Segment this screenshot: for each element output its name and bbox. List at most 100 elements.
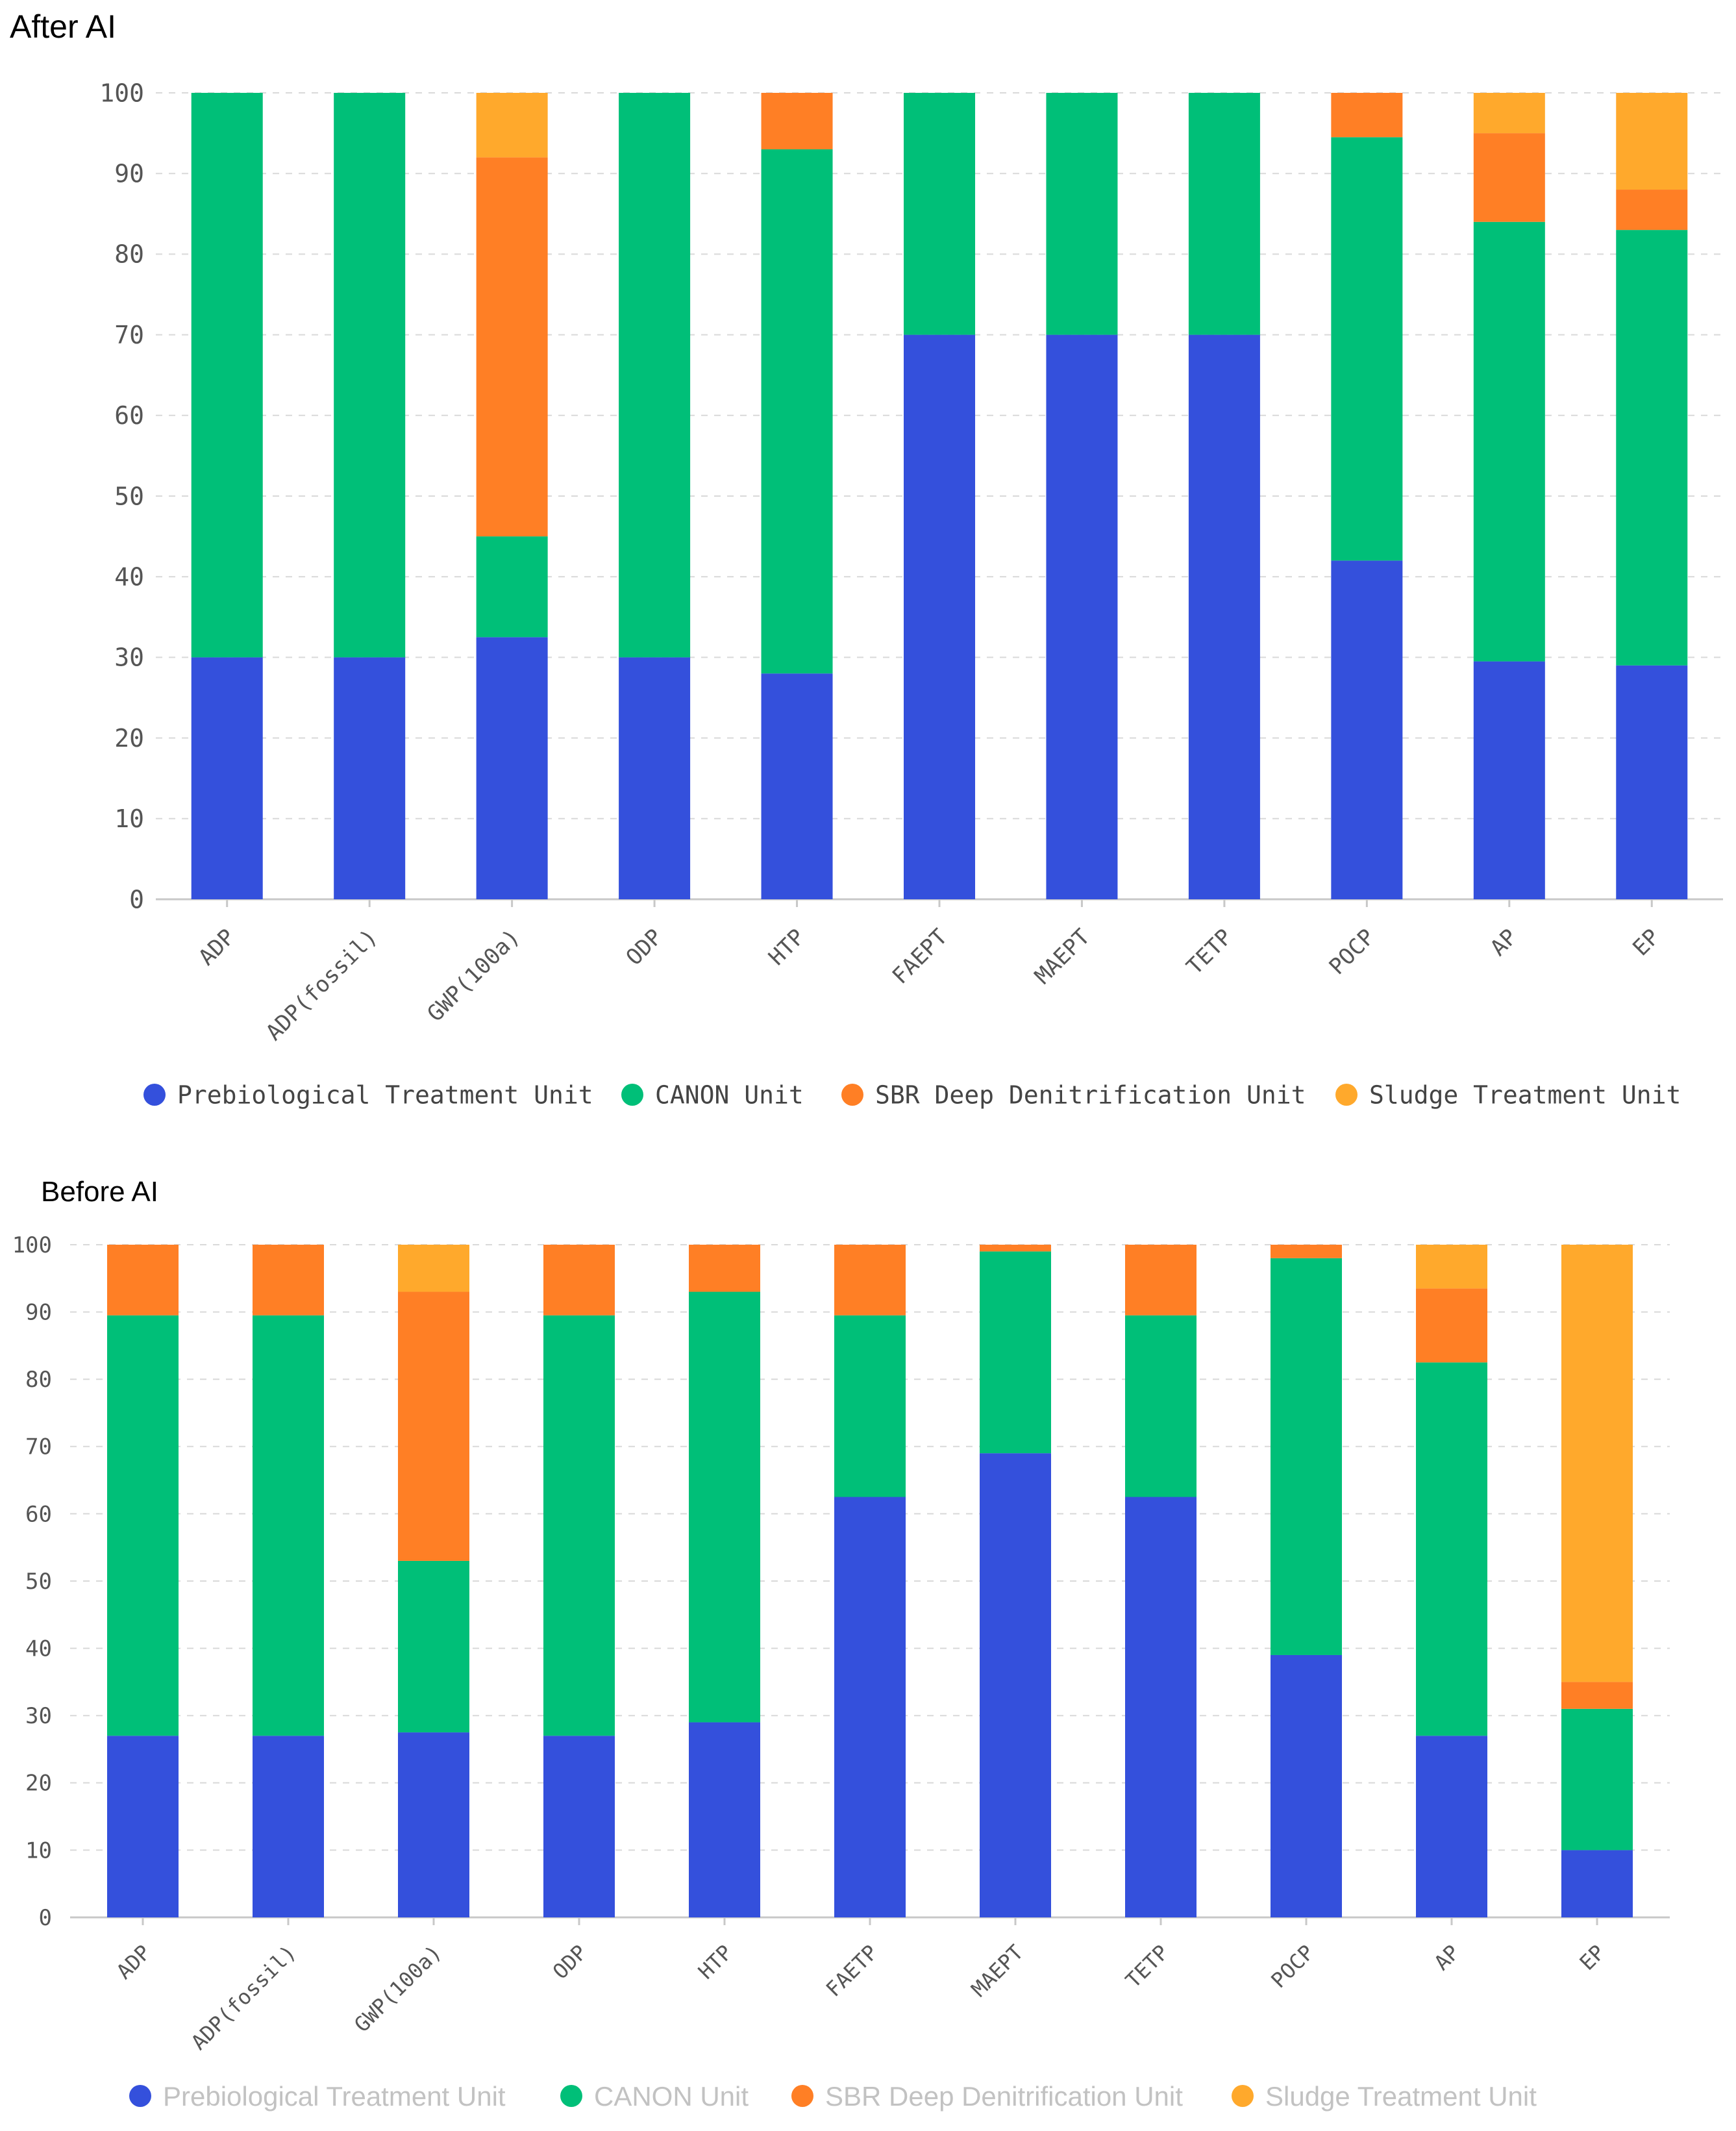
y-tick-label: 40 [114,563,144,592]
bar-segment [107,1245,179,1315]
bar-segment [1416,1245,1487,1289]
bar-segment [1561,1850,1633,1917]
bar-segment [398,1291,469,1561]
x-tick-label: ADP [193,924,240,971]
y-tick-label: 30 [25,1703,52,1729]
legend-marker [791,2085,813,2107]
y-tick-label: 50 [114,482,144,510]
y-tick-label: 90 [25,1300,52,1326]
bar-segment [476,93,548,158]
bar-segment [253,1245,324,1315]
y-tick-label: 70 [114,321,144,349]
x-tick-label: FAEPT [887,924,953,990]
bar-segment [1416,1736,1487,1917]
bar-segment [1473,221,1545,662]
legend-label: Sludge Treatment Unit [1265,2081,1537,2112]
y-tick-label: 20 [25,1771,52,1797]
bar-segment [1616,230,1688,666]
chart-1: Before AI 0 10 20 30 40 50 60 70 80 90 100 ADP ADP(fo… [12,1176,1670,2112]
bar-segment [543,1736,615,1917]
bar-segment [1416,1288,1487,1363]
bar-segment [619,657,691,899]
legend-marker [621,1084,643,1106]
bar-segment [1416,1362,1487,1736]
bar-segment [1125,1497,1197,1917]
legend-marker [1335,1084,1358,1106]
x-tick-label: ADP [112,1940,156,1984]
y-tick-label: 70 [25,1434,52,1460]
bar-segment [1046,93,1118,335]
bar-segment [834,1315,906,1497]
y-tick-label: 80 [114,240,144,269]
bar-segment [689,1291,760,1723]
x-tick-label: HTP [693,1940,738,1984]
x-tick-label: ODP [621,924,668,971]
legend-label: Prebiological Treatment Unit [177,1081,593,1110]
x-tick-label: GWP(100a) [349,1940,446,2037]
y-tick-label: 10 [114,804,144,833]
x-tick-label: ADP(fossil) [186,1940,301,2055]
y-tick-label: 60 [25,1501,52,1527]
bar-segment [398,1560,469,1733]
y-tick-label: 20 [114,724,144,753]
bar-segment [1331,93,1403,138]
x-tick-label: POCP [1324,924,1380,980]
bar-segment [398,1732,469,1917]
y-tick-label: 100 [12,1232,52,1258]
bar-segment [1271,1258,1342,1655]
y-tick-label: 0 [39,1905,52,1931]
bar-segment [619,93,691,658]
legend-label: CANON Unit [655,1081,804,1110]
x-tick-label: AP [1430,1940,1465,1975]
bar-segment [1473,93,1545,134]
x-tick-label: TETP [1182,924,1237,980]
bar-segment [1046,334,1118,899]
bar-segment [1473,133,1545,222]
bar-segment [191,93,263,658]
bar-segment [334,657,406,899]
bar-segment [1271,1245,1342,1258]
bar-segment [476,637,548,899]
legend-label: Prebiological Treatment Unit [163,2081,506,2112]
legend-marker [841,1084,863,1106]
y-tick-label: 80 [25,1367,52,1393]
bar-segment [543,1245,615,1315]
bar-segment [1561,1682,1633,1709]
legend-label: CANON Unit [594,2081,749,2112]
x-tick-label: TETP [1121,1940,1173,1993]
bar-segment [904,334,975,899]
bar-segment [980,1453,1051,1917]
bar-segment [1561,1708,1633,1851]
x-tick-label: FAETP [821,1940,883,2002]
bar-segment [1188,93,1260,335]
legend-label: SBR Deep Denitrification Unit [875,1081,1306,1110]
legend-marker [143,1084,166,1106]
bar-segment [476,157,548,537]
y-tick-label: 50 [25,1569,52,1595]
bar-segment [1616,93,1688,190]
bar-segment [761,93,833,149]
x-tick-label: EP [1628,924,1665,961]
y-tick-label: 100 [99,79,144,107]
y-tick-label: 40 [25,1636,52,1662]
legend-marker [129,2085,151,2107]
x-tick-label: GWP(100a) [422,924,525,1027]
bar-segment [1188,334,1260,899]
legend-label: SBR Deep Denitrification Unit [825,2081,1183,2112]
y-tick-label: 10 [25,1838,52,1863]
bar-segment [689,1722,760,1917]
bar-segment [761,673,833,899]
x-tick-label: EP [1575,1940,1610,1975]
y-tick-label: 90 [114,160,144,188]
bar-segment [834,1497,906,1917]
bar-segment [1331,560,1403,899]
legend-label: Sludge Treatment Unit [1369,1081,1681,1110]
bar-segment [761,149,833,674]
bar-segment [689,1245,760,1292]
bar-segment [1271,1654,1342,1917]
x-tick-label: MAEPT [967,1940,1028,2002]
bar-segment [1473,661,1545,899]
bar-segment [191,657,263,899]
bar-segment [980,1251,1051,1454]
bar-segment [980,1245,1051,1252]
